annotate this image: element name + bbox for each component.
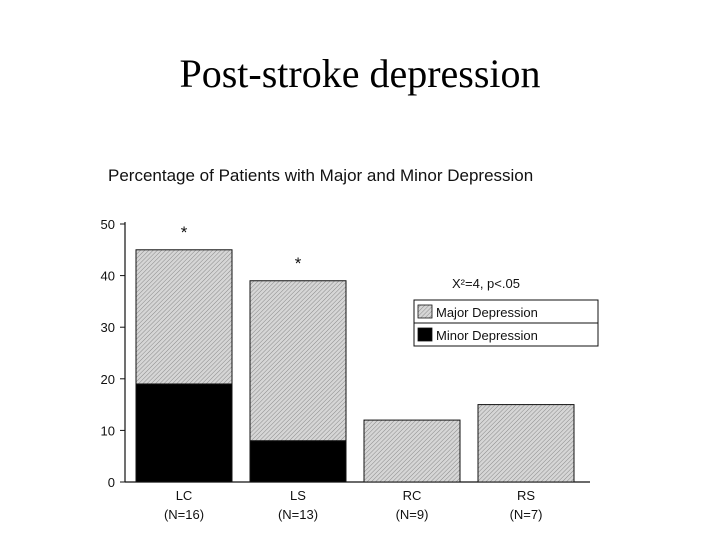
bar-ls-minor-depression [249, 440, 347, 483]
stat-annotation: X²=4, p<.05 [452, 276, 520, 291]
bar-rc-major-depression [363, 419, 461, 483]
bars [135, 249, 575, 483]
y-tick-label: 10 [101, 423, 115, 438]
y-tick-label: 50 [101, 217, 115, 232]
category-label: LS [290, 488, 306, 503]
category-n-label: (N=16) [164, 507, 204, 522]
y-tick-label: 30 [101, 320, 115, 335]
chart-title: Percentage of Patients with Major and Mi… [108, 166, 534, 185]
y-tick-label: 40 [101, 269, 115, 284]
category-n-label: (N=9) [396, 507, 429, 522]
category-labels: * LC (N=16) * LS (N=13) RC (N=9) RS (N=7) [164, 223, 542, 522]
y-tick-label: 20 [101, 372, 115, 387]
legend-label: Minor Depression [436, 328, 538, 343]
bar-ls-major-depression [249, 280, 347, 442]
bar-rs-major-depression [477, 404, 575, 483]
legend-label: Major Depression [436, 305, 538, 320]
legend-swatch [417, 304, 433, 319]
legend: Major Depression Minor Depression [413, 299, 599, 347]
bar-lc-minor-depression [135, 383, 233, 483]
legend-swatch [417, 327, 433, 342]
category-n-label: (N=13) [278, 507, 318, 522]
bar-lc-major-depression [135, 249, 233, 385]
category-label: RC [403, 488, 422, 503]
slide-title: Post-stroke depression [179, 51, 541, 96]
y-tick-label: 0 [108, 475, 115, 490]
category-label: RS [517, 488, 535, 503]
significance-mark: * [181, 223, 188, 242]
category-label: LC [176, 488, 193, 503]
category-n-label: (N=7) [510, 507, 543, 522]
significance-mark: * [295, 254, 302, 273]
